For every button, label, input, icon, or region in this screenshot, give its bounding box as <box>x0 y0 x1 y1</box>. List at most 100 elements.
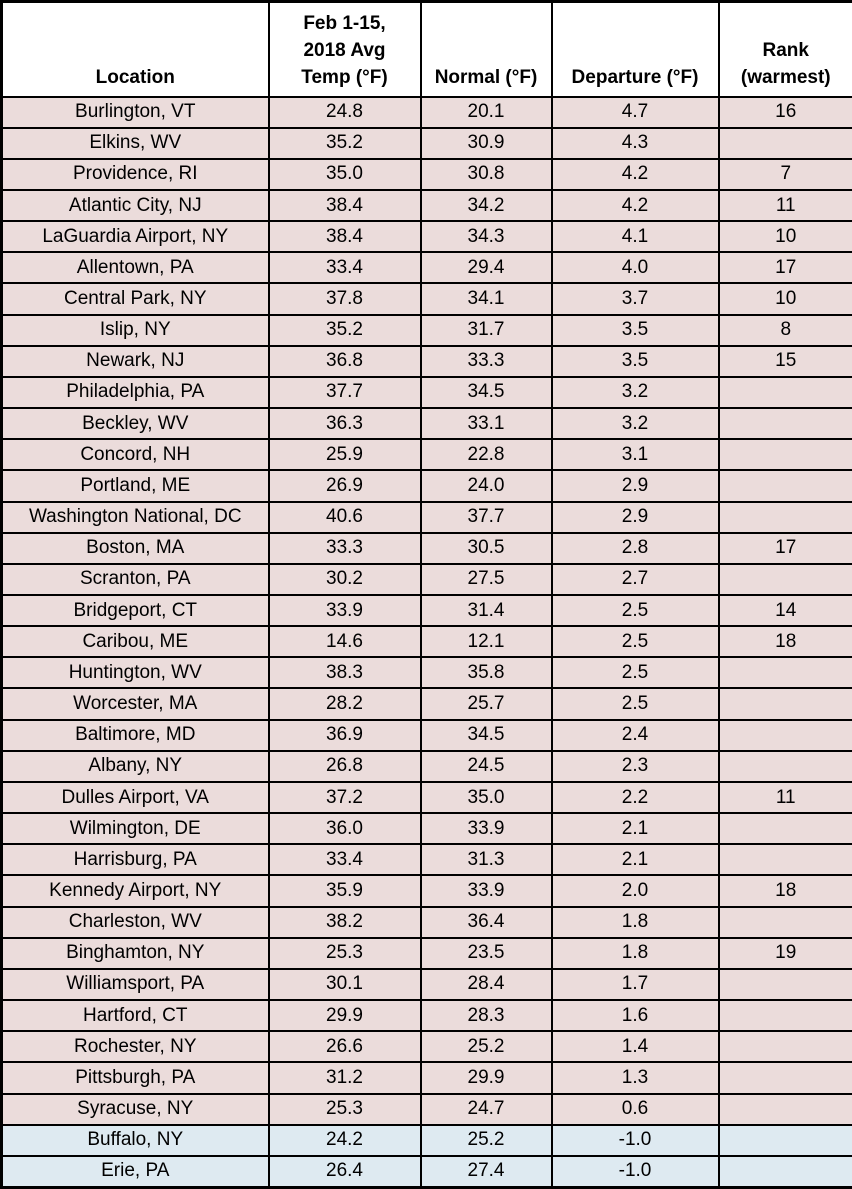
rank-cell: 18 <box>717 874 852 908</box>
rank-cell <box>717 687 852 721</box>
location-cell: Concord, NH <box>0 438 270 472</box>
avg-temp-cell: 38.3 <box>267 656 422 690</box>
table-row: Dulles Airport, VA 37.2 35.0 2.2 11 <box>0 780 852 815</box>
departure-cell: 1.4 <box>550 1030 720 1064</box>
departure-cell: 2.0 <box>550 874 720 908</box>
table-row: Syracuse, NY 25.3 24.7 0.6 <box>0 1092 852 1126</box>
departure-cell: 4.7 <box>550 95 720 129</box>
rank-cell: 17 <box>717 251 852 285</box>
rank-cell <box>717 812 852 846</box>
table-row: Allentown, PA 33.4 29.4 4.0 17 <box>0 251 852 285</box>
location-cell: Kennedy Airport, NY <box>0 874 270 908</box>
normal-cell: 25.2 <box>419 1123 553 1157</box>
rank-cell: 7 <box>717 157 852 191</box>
avg-temp-cell: 26.6 <box>267 1030 422 1064</box>
table-row: Islip, NY 35.2 31.7 3.5 8 <box>0 313 852 347</box>
column-header-avg-temp: Feb 1-15, 2018 Avg Temp (°F) <box>267 0 422 98</box>
table-row: Charleston, WV 38.2 36.4 1.8 <box>0 905 852 939</box>
table-row: Erie, PA 26.4 27.4 -1.0 <box>0 1154 852 1189</box>
rank-cell <box>717 656 852 690</box>
rank-cell: 15 <box>717 344 852 378</box>
normal-cell: 33.9 <box>419 874 553 908</box>
table-row: Beckley, WV 36.3 33.1 3.2 <box>0 407 852 441</box>
departure-cell: 4.2 <box>550 157 720 191</box>
departure-cell: 2.5 <box>550 687 720 721</box>
departure-cell: 2.8 <box>550 531 720 565</box>
table-row: Williamsport, PA 30.1 28.4 1.7 <box>0 967 852 1002</box>
normal-cell: 25.2 <box>419 1030 553 1064</box>
departure-cell: -1.0 <box>550 1123 720 1157</box>
departure-cell: 2.1 <box>550 812 720 846</box>
column-header-departure: Departure (°F) <box>550 0 720 98</box>
table-row: Philadelphia, PA 37.7 34.5 3.2 <box>0 375 852 410</box>
table-row: Bridgeport, CT 33.9 31.4 2.5 14 <box>0 593 852 628</box>
avg-temp-cell: 33.3 <box>267 531 422 565</box>
table-row: Buffalo, NY 24.2 25.2 -1.0 <box>0 1123 852 1157</box>
location-cell: Worcester, MA <box>0 687 270 721</box>
normal-cell: 37.7 <box>419 500 553 534</box>
normal-cell: 31.4 <box>419 593 553 628</box>
normal-cell: 27.5 <box>419 562 553 597</box>
avg-temp-cell: 24.2 <box>267 1123 422 1157</box>
departure-cell: 1.8 <box>550 936 720 970</box>
normal-cell: 30.8 <box>419 157 553 191</box>
rank-cell <box>717 1123 852 1157</box>
table-row: Burlington, VT 24.8 20.1 4.7 16 <box>0 95 852 129</box>
table-row: Atlantic City, NJ 38.4 34.2 4.2 11 <box>0 188 852 223</box>
location-cell: Providence, RI <box>0 157 270 191</box>
departure-cell: 2.4 <box>550 718 720 752</box>
normal-cell: 33.9 <box>419 812 553 846</box>
table-row: Binghamton, NY 25.3 23.5 1.8 19 <box>0 936 852 970</box>
location-cell: Harrisburg, PA <box>0 843 270 877</box>
location-cell: Bridgeport, CT <box>0 593 270 628</box>
rank-cell: 11 <box>717 188 852 223</box>
table-row: Portland, ME 26.9 24.0 2.9 <box>0 469 852 503</box>
departure-cell: 2.2 <box>550 780 720 815</box>
normal-cell: 24.0 <box>419 469 553 503</box>
avg-temp-cell: 25.3 <box>267 936 422 970</box>
location-cell: Portland, ME <box>0 469 270 503</box>
departure-cell: 3.1 <box>550 438 720 472</box>
column-header-location: Location <box>0 0 270 98</box>
rank-cell: 10 <box>717 282 852 316</box>
location-cell: Wilmington, DE <box>0 812 270 846</box>
avg-temp-cell: 38.4 <box>267 220 422 254</box>
avg-temp-cell: 38.2 <box>267 905 422 939</box>
rank-cell <box>717 718 852 752</box>
column-header-rank: Rank (warmest) <box>717 0 852 98</box>
rank-cell <box>717 905 852 939</box>
location-cell: Newark, NJ <box>0 344 270 378</box>
table-row: Newark, NJ 36.8 33.3 3.5 15 <box>0 344 852 378</box>
location-cell: LaGuardia Airport, NY <box>0 220 270 254</box>
departure-cell: 2.7 <box>550 562 720 597</box>
rank-cell <box>717 562 852 597</box>
table-row: Concord, NH 25.9 22.8 3.1 <box>0 438 852 472</box>
column-header-normal: Normal (°F) <box>419 0 553 98</box>
rank-cell <box>717 375 852 410</box>
rank-cell <box>717 1154 852 1189</box>
rank-cell: 11 <box>717 780 852 815</box>
table-header: Location Feb 1-15, 2018 Avg Temp (°F) No… <box>0 0 852 98</box>
avg-temp-cell: 38.4 <box>267 188 422 223</box>
normal-cell: 12.1 <box>419 625 553 659</box>
normal-cell: 23.5 <box>419 936 553 970</box>
location-cell: Huntington, WV <box>0 656 270 690</box>
avg-temp-cell: 35.2 <box>267 126 422 160</box>
avg-temp-cell: 30.1 <box>267 967 422 1002</box>
normal-cell: 31.7 <box>419 313 553 347</box>
departure-cell: 1.3 <box>550 1061 720 1095</box>
departure-cell: -1.0 <box>550 1154 720 1189</box>
departure-cell: 0.6 <box>550 1092 720 1126</box>
normal-cell: 29.9 <box>419 1061 553 1095</box>
table-row: Boston, MA 33.3 30.5 2.8 17 <box>0 531 852 565</box>
departure-cell: 1.8 <box>550 905 720 939</box>
table-row: Wilmington, DE 36.0 33.9 2.1 <box>0 812 852 846</box>
normal-cell: 34.3 <box>419 220 553 254</box>
normal-cell: 29.4 <box>419 251 553 285</box>
normal-cell: 25.7 <box>419 687 553 721</box>
location-cell: Philadelphia, PA <box>0 375 270 410</box>
avg-temp-cell: 37.7 <box>267 375 422 410</box>
rank-cell: 16 <box>717 95 852 129</box>
location-cell: Erie, PA <box>0 1154 270 1189</box>
